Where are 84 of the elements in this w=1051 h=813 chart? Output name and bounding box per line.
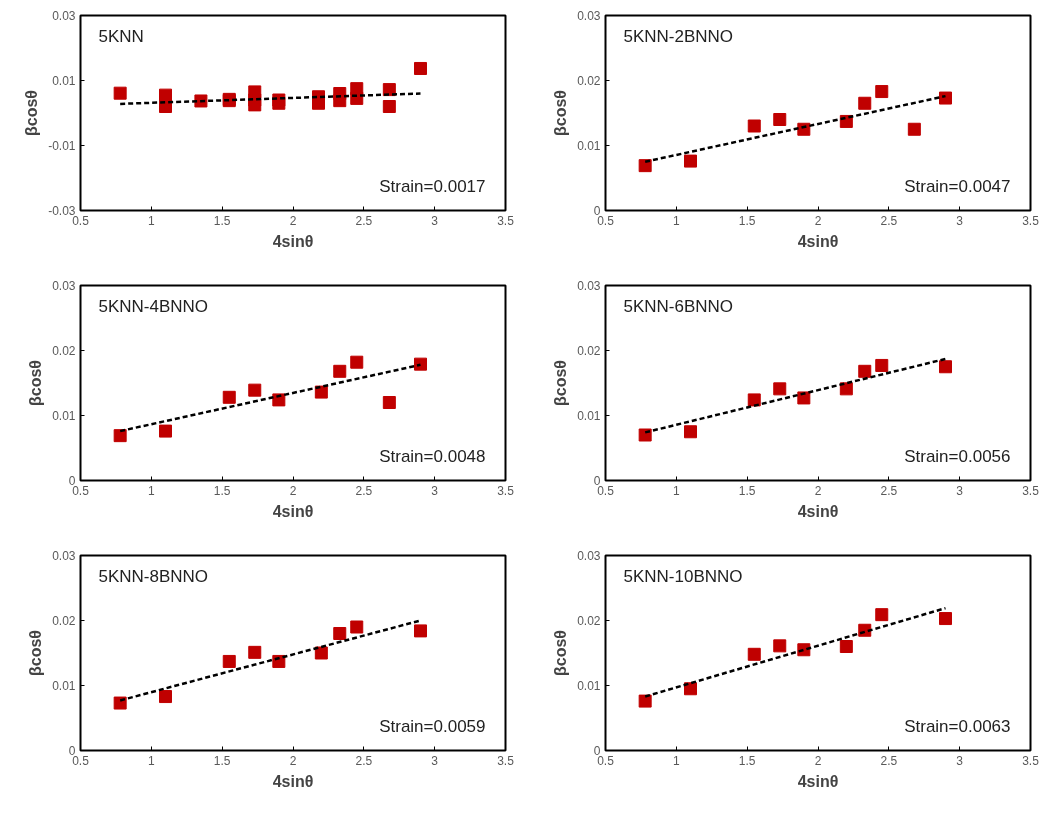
y-tick-label: 0.03: [577, 9, 601, 23]
x-tick-label: 3.5: [497, 753, 515, 768]
x-tick-label: 1.5: [738, 753, 756, 768]
y-tick-label: 0.01: [577, 679, 601, 693]
x-axis-title: 4sinθ: [797, 772, 839, 790]
annotation: Strain=0.0048: [379, 446, 486, 466]
y-axis-title: βcosθ: [552, 360, 570, 406]
x-axis-title: 4sinθ: [272, 502, 314, 520]
x-axis-title: 4sinθ: [797, 502, 839, 520]
x-tick-label: 3: [956, 213, 964, 228]
x-tick-label: 2: [814, 753, 822, 768]
x-tick-label: 1: [148, 483, 155, 498]
x-tick-label: 2.5: [880, 213, 898, 228]
text: 5KNN-6BNNO: [623, 296, 734, 316]
x-tick-label: 1: [673, 483, 680, 498]
x-axis-title: 4sinθ: [797, 232, 839, 250]
x-tick-label: 2: [289, 213, 297, 228]
y-axis-title: βcosθ: [552, 90, 570, 136]
y-tick-label: 0.01: [52, 74, 76, 88]
text: 5KNN-10BNNO: [623, 566, 743, 586]
y-axis-title: βcosθ: [27, 630, 45, 676]
x-tick-label: 2.5: [880, 753, 898, 768]
y-tick-label: 0.02: [52, 614, 76, 628]
x-tick-label: 3: [431, 753, 439, 768]
x-tick-label: 1: [148, 753, 155, 768]
y-tick-label: 0: [593, 204, 601, 218]
x-tick-label: 1.5: [213, 213, 231, 228]
y-tick-label: 0.01: [52, 679, 76, 693]
x-tick-label: 3.5: [1022, 213, 1040, 228]
y-tick-label: 0.01: [577, 409, 601, 423]
x-tick-label: 1: [673, 753, 680, 768]
y-tick-label: 0: [593, 744, 601, 758]
y-axis-title: βcosθ: [27, 360, 45, 406]
text: 5KNN: [98, 26, 144, 46]
x-tick-label: 3.5: [497, 213, 515, 228]
y-tick-label: 0.03: [577, 549, 601, 563]
x-tick-label: 2.5: [355, 753, 373, 768]
y-tick-label: 0.02: [577, 74, 601, 88]
x-tick-label: 2: [814, 213, 822, 228]
annotation: Strain=0.0047: [904, 176, 1011, 196]
y-tick-label: 0.01: [577, 139, 601, 153]
x-tick-label: 3.5: [1022, 753, 1040, 768]
x-tick-label: 2: [814, 483, 822, 498]
text: 5KNN-4BNNO: [98, 296, 209, 316]
x-tick-label: 1.5: [213, 483, 231, 498]
x-tick-label: 1.5: [738, 213, 756, 228]
x-tick-label: 1.5: [213, 753, 231, 768]
y-tick-label: 0: [68, 744, 76, 758]
x-tick-label: 3.5: [497, 483, 515, 498]
x-tick-label: 2.5: [355, 483, 373, 498]
x-tick-label: 2: [289, 483, 297, 498]
x-axis-title: 4sinθ: [272, 232, 314, 250]
x-tick-label: 3: [956, 483, 964, 498]
y-tick-label: -0.03: [48, 204, 76, 218]
y-tick-label: 0.02: [577, 614, 601, 628]
y-tick-label: 0.03: [52, 9, 76, 23]
y-axis-title: βcosθ: [552, 630, 570, 676]
annotation: Strain=0.0063: [904, 716, 1011, 736]
y-tick-label: -0.01: [48, 139, 76, 153]
annotation: Strain=0.0059: [379, 716, 486, 736]
y-tick-label: 0.01: [52, 409, 76, 423]
y-tick-label: 0: [68, 474, 76, 488]
text: 5KNN-2BNNO: [623, 26, 734, 46]
x-axis-title: 4sinθ: [272, 772, 314, 790]
annotation: Strain=0.0017: [379, 176, 486, 196]
y-axis-title: βcosθ: [23, 90, 41, 136]
y-tick-label: 0.03: [577, 279, 601, 293]
x-tick-label: 2: [289, 753, 297, 768]
y-tick-label: 0: [593, 474, 601, 488]
x-tick-label: 1: [148, 213, 155, 228]
x-tick-label: 3.5: [1022, 483, 1040, 498]
x-tick-label: 1: [673, 213, 680, 228]
x-tick-label: 3: [431, 483, 439, 498]
x-tick-label: 3: [431, 213, 439, 228]
annotation: Strain=0.0056: [904, 446, 1011, 466]
x-tick-label: 2.5: [355, 213, 373, 228]
y-tick-label: 0.03: [52, 279, 76, 293]
y-tick-label: 0.03: [52, 549, 76, 563]
x-tick-label: 2.5: [880, 483, 898, 498]
y-tick-label: 0.02: [577, 344, 601, 358]
y-tick-label: 0.02: [52, 344, 76, 358]
x-tick-label: 1.5: [738, 483, 756, 498]
x-tick-label: 3: [956, 753, 964, 768]
text: 5KNN-8BNNO: [98, 566, 209, 586]
